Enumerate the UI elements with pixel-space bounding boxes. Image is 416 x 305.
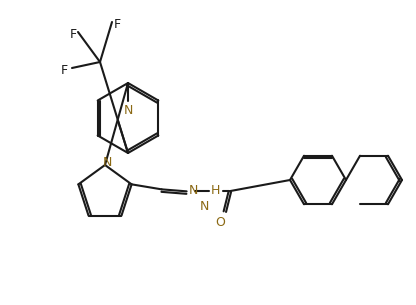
Text: N: N (188, 184, 198, 197)
Text: N: N (200, 200, 209, 214)
Text: F: F (60, 63, 67, 77)
Text: N: N (102, 156, 111, 168)
Text: F: F (69, 27, 77, 41)
Text: H: H (210, 184, 220, 197)
Text: F: F (114, 17, 121, 30)
Text: O: O (215, 216, 225, 229)
Text: N: N (123, 104, 133, 117)
